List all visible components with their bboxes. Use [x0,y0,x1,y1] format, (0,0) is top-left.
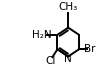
Text: N: N [64,54,72,64]
Text: CH₃: CH₃ [59,2,78,12]
Text: Br: Br [84,44,96,54]
Text: Cl: Cl [45,56,55,66]
Text: H₂N: H₂N [32,30,51,40]
